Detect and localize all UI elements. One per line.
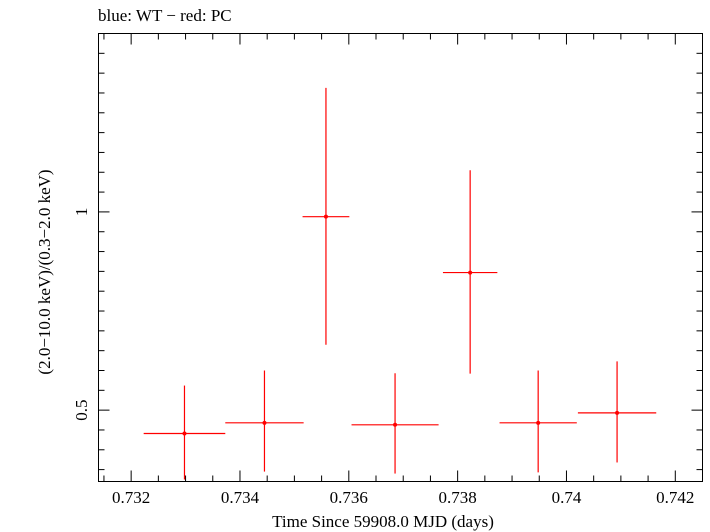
data-point — [442, 170, 498, 374]
x-tick-label: 0.738 — [439, 488, 477, 507]
data-point — [351, 373, 439, 474]
data-point — [499, 370, 577, 473]
x-axis-label: Time Since 59908.0 MJD (days) — [272, 512, 494, 531]
x-axis: 0.732 0.734 0.736 0.738 0.74 0.742 — [103, 33, 703, 507]
x-tick-label: 0.74 — [552, 488, 582, 507]
point-marker — [393, 422, 398, 427]
x-tick-label: 0.734 — [221, 488, 260, 507]
x-tick-label: 0.732 — [112, 488, 150, 507]
point-marker — [615, 410, 620, 415]
point-marker — [262, 420, 267, 425]
x-tick-label: 0.736 — [330, 488, 368, 507]
data-point — [225, 370, 304, 472]
point-marker — [182, 431, 187, 436]
data-point — [302, 87, 350, 345]
point-marker — [323, 214, 328, 219]
y-axis: 0.51 — [72, 33, 703, 471]
y-tick-label: 1 — [72, 208, 91, 217]
data-point — [143, 385, 226, 480]
data-points — [143, 87, 657, 480]
chart-title: blue: WT − red: PC — [98, 6, 232, 25]
point-marker — [468, 270, 473, 275]
point-marker — [536, 420, 541, 425]
x-tick-label: 0.742 — [656, 488, 694, 507]
data-point — [577, 361, 657, 463]
y-axis-label: (2.0−10.0 keV)/(0.3−2.0 keV) — [35, 169, 54, 374]
y-tick-label: 0.5 — [72, 400, 91, 421]
plot-frame — [98, 33, 703, 482]
